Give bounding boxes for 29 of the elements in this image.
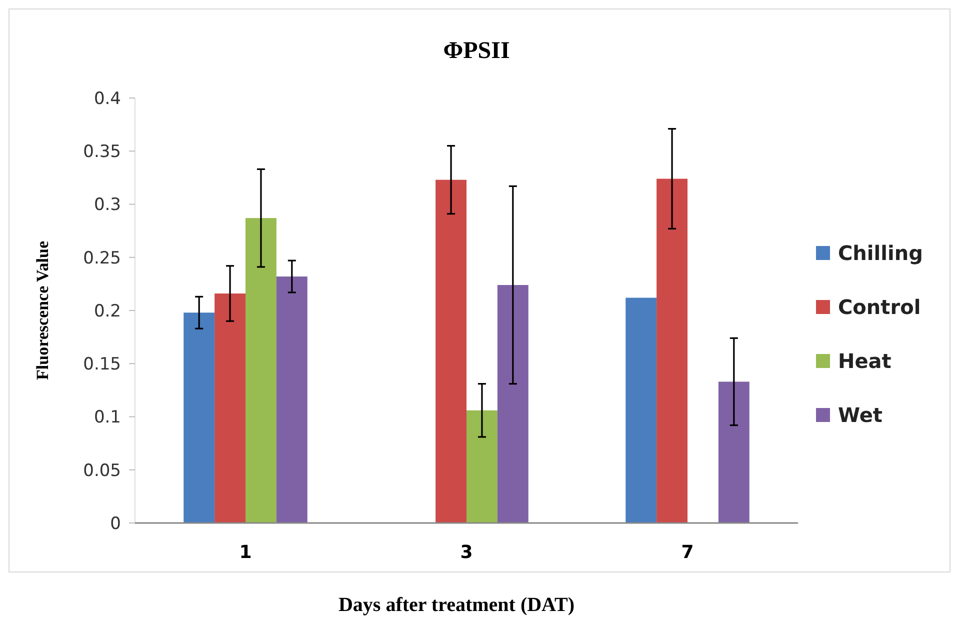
x-tick-label: 1	[239, 542, 252, 563]
y-tick-label: 0.1	[94, 408, 121, 428]
y-axis-title: Fluorescence Value	[33, 240, 52, 380]
bar	[214, 294, 246, 523]
legend-label: Wet	[838, 403, 883, 427]
bar	[497, 285, 528, 523]
y-tick-label: 0.2	[94, 301, 121, 322]
x-tick-label: 3	[460, 542, 473, 563]
y-tick-label: 0.25	[83, 248, 121, 268]
y-tick-label: 0.4	[94, 88, 121, 109]
bar	[246, 218, 276, 523]
bar	[466, 410, 498, 523]
x-tick-label: 7	[681, 542, 694, 563]
bar	[184, 312, 215, 523]
legend-label: Heat	[838, 349, 892, 373]
y-tick-label: 0.35	[83, 142, 121, 162]
y-tick-label: 0.05	[83, 460, 121, 481]
legend-label: Control	[838, 295, 921, 319]
bar	[656, 178, 688, 523]
legend-label: Chilling	[838, 241, 923, 265]
bar	[436, 180, 466, 523]
y-tick-label: 0.15	[83, 354, 121, 375]
y-tick-label: 0.3	[94, 195, 121, 216]
bar	[276, 276, 308, 523]
x-axis-title: Days after treatment (DAT)	[338, 594, 575, 616]
chart-title: ΦPSII	[443, 38, 510, 64]
y-tick-label: 0	[110, 514, 121, 534]
bar	[626, 298, 657, 523]
bar	[718, 382, 750, 523]
